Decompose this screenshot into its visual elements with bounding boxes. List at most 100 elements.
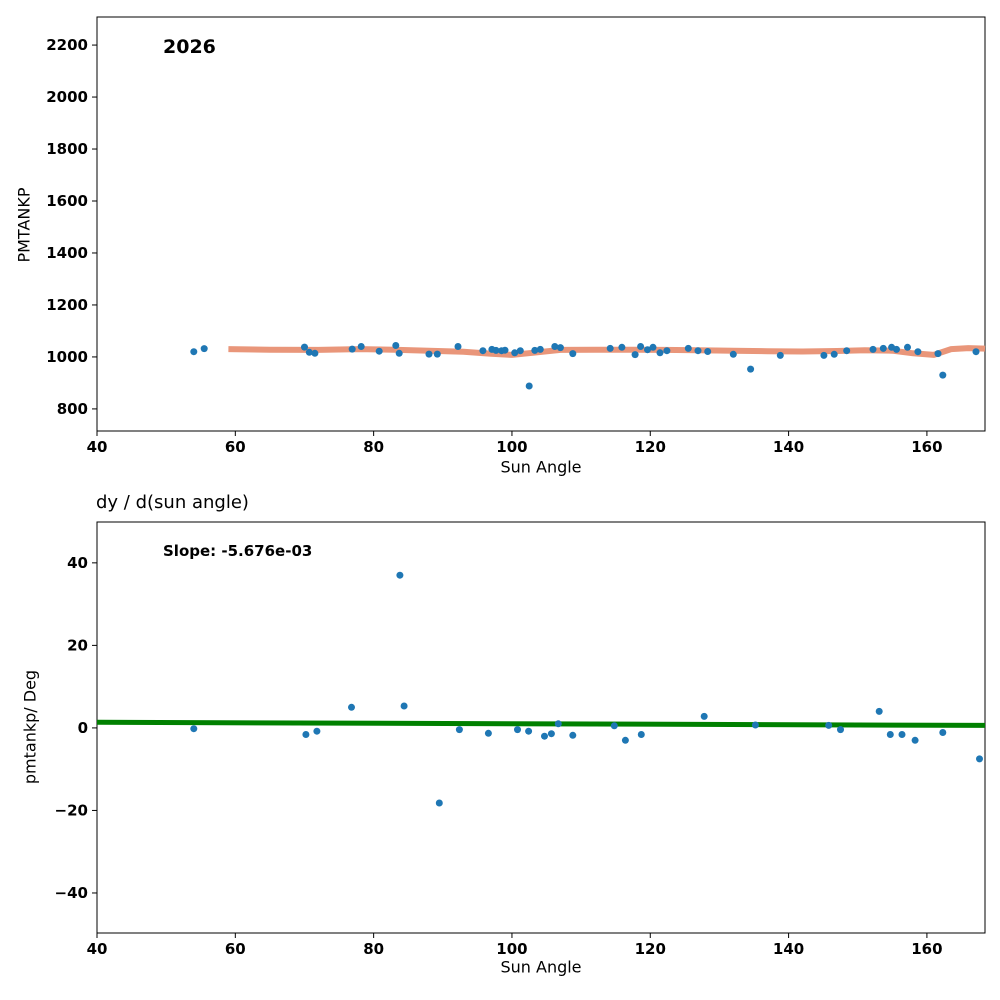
plot-border xyxy=(96,521,986,934)
scatter-point xyxy=(820,351,828,359)
scatter-point xyxy=(492,346,500,354)
y-tick-label: 1000 xyxy=(46,348,88,366)
y-tick-label: 2000 xyxy=(46,88,88,106)
scatter-point xyxy=(684,344,692,352)
x-tick-label: 80 xyxy=(363,940,384,958)
scatter-point xyxy=(392,342,400,349)
x-tick-label: 160 xyxy=(911,438,942,456)
y-tick-label: 1600 xyxy=(46,192,88,210)
scatter-point xyxy=(569,731,577,739)
scatter-point xyxy=(898,731,906,738)
scatter-point xyxy=(511,349,519,357)
fit-line xyxy=(96,719,986,728)
scatter-point xyxy=(302,731,310,738)
scatter-point xyxy=(536,345,544,353)
scatter-point xyxy=(454,343,462,350)
top-y-axis-label: PMTANKP xyxy=(14,187,34,263)
scatter-point xyxy=(621,736,629,744)
scatter-point xyxy=(837,726,844,734)
scatter-point xyxy=(649,343,657,351)
y-tick-label: −40 xyxy=(55,884,88,902)
x-tick-label: 40 xyxy=(87,940,108,958)
scatter-point xyxy=(606,344,614,352)
scatter-point xyxy=(375,347,383,355)
x-tick-label: 120 xyxy=(635,940,666,958)
scatter-point xyxy=(610,722,618,730)
scatter-point xyxy=(190,348,198,356)
x-tick-label: 160 xyxy=(911,940,942,958)
scatter-point xyxy=(644,346,651,354)
scatter-point xyxy=(348,345,356,353)
scatter-point xyxy=(455,726,463,734)
scatter-point xyxy=(313,727,321,735)
scatter-point xyxy=(395,349,403,357)
slope-annotation: Slope: -5.676e-03 xyxy=(163,542,313,560)
scatter-point xyxy=(939,371,947,379)
bottom-x-axis-label: Sun Angle xyxy=(500,957,582,977)
scatter-point xyxy=(554,720,562,728)
scatter-point xyxy=(484,729,492,737)
scatter-point xyxy=(514,726,521,734)
scatter-point xyxy=(556,344,564,352)
scatter-point xyxy=(305,348,313,356)
scatter-point xyxy=(879,344,887,352)
scatter-point xyxy=(631,351,639,359)
x-tick-label: 100 xyxy=(496,438,527,456)
scatter-point xyxy=(311,349,319,357)
scatter-point xyxy=(541,732,548,740)
x-tick-label: 80 xyxy=(363,438,384,456)
scatter-point xyxy=(618,343,626,351)
scatter-point xyxy=(663,347,671,355)
y-tick-label: 1400 xyxy=(46,244,88,262)
scatter-point xyxy=(525,382,533,390)
scatter-point xyxy=(190,725,198,733)
scatter-point xyxy=(886,731,894,738)
y-tick-label: 20 xyxy=(67,636,88,654)
top-x-axis-label: Sun Angle xyxy=(500,457,582,477)
scatter-point xyxy=(825,721,833,729)
scatter-point xyxy=(435,799,443,807)
scatter-point xyxy=(776,351,784,359)
scatter-point xyxy=(400,702,408,710)
bottom-y-axis-label: pmtankp/ Deg xyxy=(20,669,40,785)
scatter-point xyxy=(200,345,208,353)
scatter-point xyxy=(301,343,308,351)
scatter-point xyxy=(547,730,555,738)
scatter-point xyxy=(569,350,577,358)
y-tick-label: −20 xyxy=(55,801,88,819)
scatter-point xyxy=(433,350,441,358)
scatter-point xyxy=(976,755,983,763)
y-tick-label: 2200 xyxy=(46,36,88,54)
scatter-point xyxy=(637,343,645,350)
x-tick-label: 120 xyxy=(635,438,666,456)
scatter-point xyxy=(830,350,838,358)
scatter-point xyxy=(729,350,737,358)
scatter-point xyxy=(972,348,980,356)
y-tick-label: 1800 xyxy=(46,140,88,158)
scatter-point xyxy=(551,343,559,350)
scatter-point xyxy=(516,347,524,355)
y-tick-label: 800 xyxy=(57,400,88,418)
scatter-point xyxy=(751,721,759,729)
x-tick-label: 100 xyxy=(496,940,527,958)
scatter-point xyxy=(904,343,911,351)
x-tick-label: 60 xyxy=(225,438,246,456)
scatter-point xyxy=(914,348,922,356)
x-tick-label: 140 xyxy=(773,438,804,456)
scatter-point xyxy=(843,347,851,355)
scatter-point xyxy=(656,349,664,357)
scatter-point xyxy=(357,343,365,350)
scatter-point xyxy=(479,347,487,355)
y-tick-label: 40 xyxy=(67,554,88,572)
x-tick-label: 140 xyxy=(773,940,804,958)
scatter-point xyxy=(704,348,712,355)
x-tick-label: 40 xyxy=(87,438,108,456)
x-tick-label: 60 xyxy=(225,940,246,958)
year-annotation: 2026 xyxy=(163,36,216,58)
scatter-point xyxy=(911,736,919,744)
scatter-point xyxy=(525,727,533,735)
scatter-point xyxy=(425,350,433,358)
scatter-point xyxy=(875,707,883,715)
